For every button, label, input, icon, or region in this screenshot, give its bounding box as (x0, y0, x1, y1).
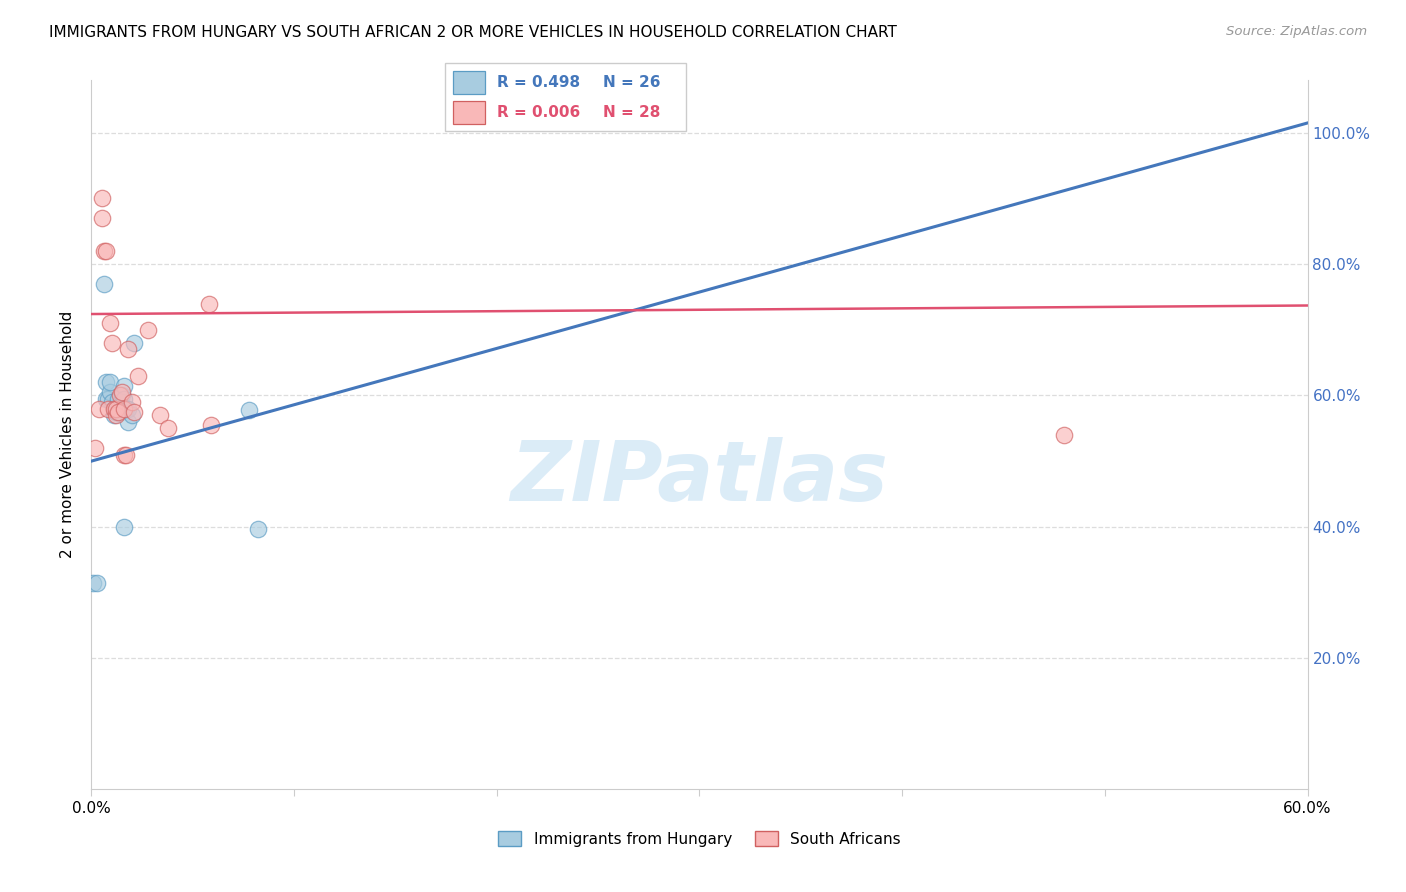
Point (112, 401, 135, 416)
Text: IMMIGRANTS FROM HUNGARY VS SOUTH AFRICAN 2 OR MORE VEHICLES IN HOUSEHOLD CORRELA: IMMIGRANTS FROM HUNGARY VS SOUTH AFRICAN… (49, 25, 897, 40)
Point (103, 401, 125, 416)
Text: Source: ZipAtlas.com: Source: ZipAtlas.com (1226, 25, 1367, 38)
Point (127, 368, 149, 383)
Point (98, 316, 121, 330)
Point (89, 401, 111, 416)
Point (121, 395, 143, 409)
Point (115, 448, 138, 462)
Point (108, 405, 131, 419)
Point (100, 395, 122, 409)
Point (238, 403, 260, 417)
Point (104, 408, 127, 422)
Point (94, 376, 117, 390)
Point (117, 343, 139, 357)
FancyBboxPatch shape (446, 63, 686, 131)
Point (122, 335, 145, 350)
Point (107, 392, 129, 406)
Point (93, 277, 115, 291)
Text: N = 26: N = 26 (603, 75, 661, 90)
Point (94, 392, 117, 406)
Point (117, 401, 139, 416)
Point (157, 421, 180, 435)
Point (93, 244, 115, 258)
Point (90, 192, 112, 206)
Point (107, 401, 129, 416)
Text: R = 0.498: R = 0.498 (498, 75, 581, 90)
Text: R = 0.006: R = 0.006 (498, 105, 581, 120)
Bar (453, 70, 485, 95)
Point (198, 296, 221, 310)
Point (149, 408, 172, 422)
Point (94, 244, 117, 258)
Point (98, 376, 121, 390)
Point (122, 405, 145, 419)
Point (104, 401, 127, 416)
Text: ZIPatlas: ZIPatlas (510, 437, 889, 518)
Point (108, 388, 131, 402)
Point (107, 405, 129, 419)
Point (117, 415, 139, 429)
Point (115, 401, 138, 416)
Point (112, 448, 135, 462)
Legend: Immigrants from Hungary, South Africans: Immigrants from Hungary, South Africans (492, 824, 907, 853)
Point (111, 388, 134, 402)
Point (82, 575, 104, 590)
Point (103, 401, 125, 416)
Point (200, 417, 222, 432)
Point (98, 385, 121, 400)
Point (112, 378, 135, 392)
Bar (453, 101, 485, 124)
Point (1053, 428, 1076, 442)
Point (97, 401, 120, 416)
Point (112, 392, 135, 406)
Point (112, 520, 135, 534)
Point (84, 441, 107, 455)
Point (111, 385, 134, 400)
Point (136, 323, 159, 337)
Point (97, 392, 120, 406)
Point (103, 408, 125, 422)
Point (86, 575, 108, 590)
Point (104, 405, 127, 419)
Point (121, 408, 143, 422)
Text: N = 28: N = 28 (603, 105, 661, 120)
Point (246, 523, 269, 537)
Point (90, 211, 112, 226)
Y-axis label: 2 or more Vehicles in Household: 2 or more Vehicles in Household (60, 311, 76, 558)
Point (100, 335, 122, 350)
